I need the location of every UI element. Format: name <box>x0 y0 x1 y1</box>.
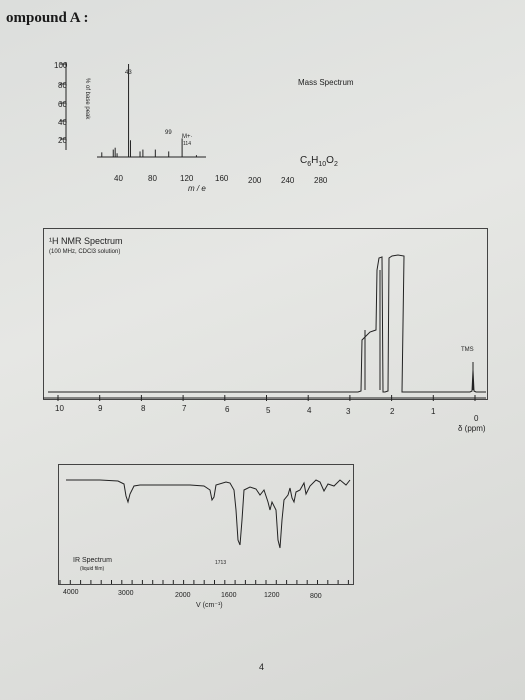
ms-xtick: 80 <box>148 174 157 183</box>
ir-xtick: 2000 <box>175 592 191 599</box>
ms-ytick: 40 <box>58 118 67 127</box>
tms-label: TMS <box>461 347 474 353</box>
mass-spectrum-title: Mass Spectrum <box>298 78 354 87</box>
nmr-title: ¹H NMR Spectrum <box>49 236 123 246</box>
nmr-xtick: 9 <box>98 404 103 413</box>
nmr-xtick: 10 <box>55 404 64 413</box>
ms-ytick: 20 <box>58 136 67 145</box>
mass-spectrum-section: Mass Spectrum C6H10O2 % of base peak 100… <box>0 0 525 215</box>
ir-xtick: 1200 <box>264 592 280 599</box>
ir-xlabel: V (cm⁻¹) <box>196 602 223 609</box>
ir-xtick: 1600 <box>221 592 237 599</box>
ir-peak-label: 1713 <box>215 560 227 566</box>
ms-xtick: 120 <box>180 174 194 183</box>
molecular-ion-value: 114 <box>183 141 191 147</box>
molecular-ion-label: M+· <box>182 134 193 140</box>
ir-xtick: 800 <box>310 593 322 600</box>
ms-xlabel: m / e <box>188 184 206 193</box>
ms-ytick: 100 <box>54 61 68 70</box>
ir-spectrum-box <box>58 464 354 585</box>
ir-xtick: 3000 <box>118 590 134 597</box>
ms-xtick: 160 <box>215 174 229 183</box>
peak-99-label: 99 <box>165 130 172 136</box>
nmr-xtick: 8 <box>141 404 146 413</box>
ms-ytick: 80 <box>58 81 67 90</box>
ir-xtick: 4000 <box>63 589 79 596</box>
nmr-plot <box>43 254 486 401</box>
ir-plot <box>59 479 351 584</box>
nmr-xtick: 6 <box>225 405 230 414</box>
nmr-xtick: 0 <box>474 414 479 423</box>
nmr-xtick: 5 <box>266 406 271 415</box>
nmr-spectrum-box <box>43 228 488 400</box>
mass-spectrum-plot <box>60 62 206 158</box>
nmr-xtick: 7 <box>182 404 187 413</box>
ms-xtick: 280 <box>314 176 328 185</box>
ms-xtick: 240 <box>281 176 295 185</box>
nmr-xtick: 3 <box>346 407 351 416</box>
compound-title: ompound A : <box>6 10 89 26</box>
nmr-xtick: 1 <box>431 407 436 416</box>
ms-xtick: 40 <box>114 174 123 183</box>
page-number: 4 <box>259 662 265 672</box>
nmr-xlabel: δ (ppm) <box>458 424 486 433</box>
molecular-formula: C6H10O2 <box>300 155 338 168</box>
ms-xtick: 200 <box>248 176 262 185</box>
nmr-xtick: 2 <box>390 407 395 416</box>
nmr-xtick: 4 <box>307 406 312 415</box>
ms-ytick: 60 <box>58 100 67 109</box>
nmr-subtitle: (100 MHz, CDCl3 solution) <box>49 249 121 255</box>
ir-subtitle: (liquid film) <box>80 566 105 572</box>
ir-title: IR Spectrum <box>73 557 112 564</box>
